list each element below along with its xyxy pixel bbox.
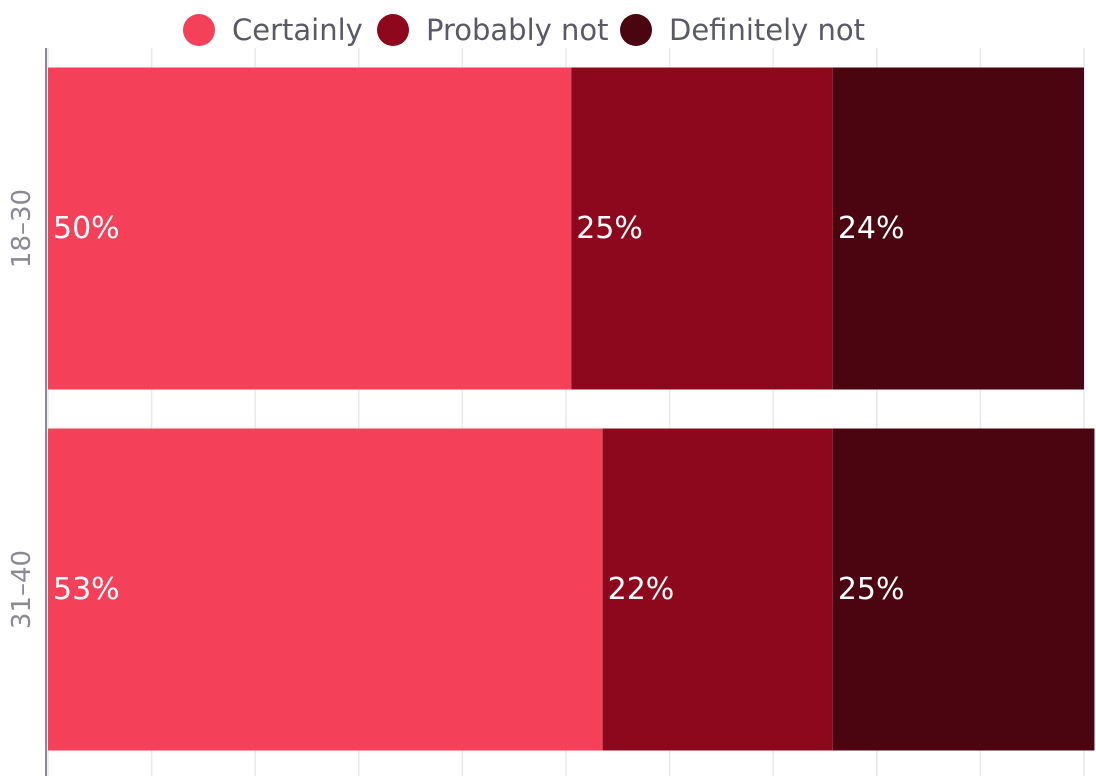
bar-value-label: 24%	[838, 211, 905, 246]
legend-dot-certainly	[183, 14, 215, 46]
legend-item-certainly[interactable]: Certainly	[183, 6, 363, 54]
bar-value-label: 53%	[53, 572, 120, 607]
bar-value-label: 25%	[838, 572, 905, 607]
bar-value-label: 25%	[576, 211, 643, 246]
bar-segment	[832, 67, 1084, 390]
legend-label-definitely-not: Definitely not	[669, 13, 866, 47]
bar-segment	[832, 428, 1095, 751]
legend-item-definitely-not[interactable]: Definitely not	[620, 6, 865, 54]
category-label: 18–30	[7, 189, 37, 268]
bar-segment	[571, 67, 833, 390]
bar-value-label: 22%	[608, 572, 675, 607]
chart-legend: Certainly Probably not Definitely not	[0, 6, 1096, 54]
bar-segment	[48, 67, 572, 390]
bar-value-label: 50%	[53, 211, 120, 246]
category-labels: 18–30 31–40	[7, 189, 37, 629]
legend-label-probably-not: Probably not	[426, 13, 609, 47]
category-label: 31–40	[7, 550, 37, 629]
bar-segment	[48, 428, 603, 751]
legend-item-probably-not[interactable]: Probably not	[377, 6, 609, 54]
bars	[48, 67, 1095, 751]
value-labels: 50% 25% 24% 53% 22% 25%	[53, 211, 905, 607]
legend-dot-probably-not	[377, 14, 409, 46]
legend-label-certainly: Certainly	[232, 13, 363, 47]
bar-segment	[602, 428, 833, 751]
legend-dot-definitely-not	[620, 14, 652, 46]
